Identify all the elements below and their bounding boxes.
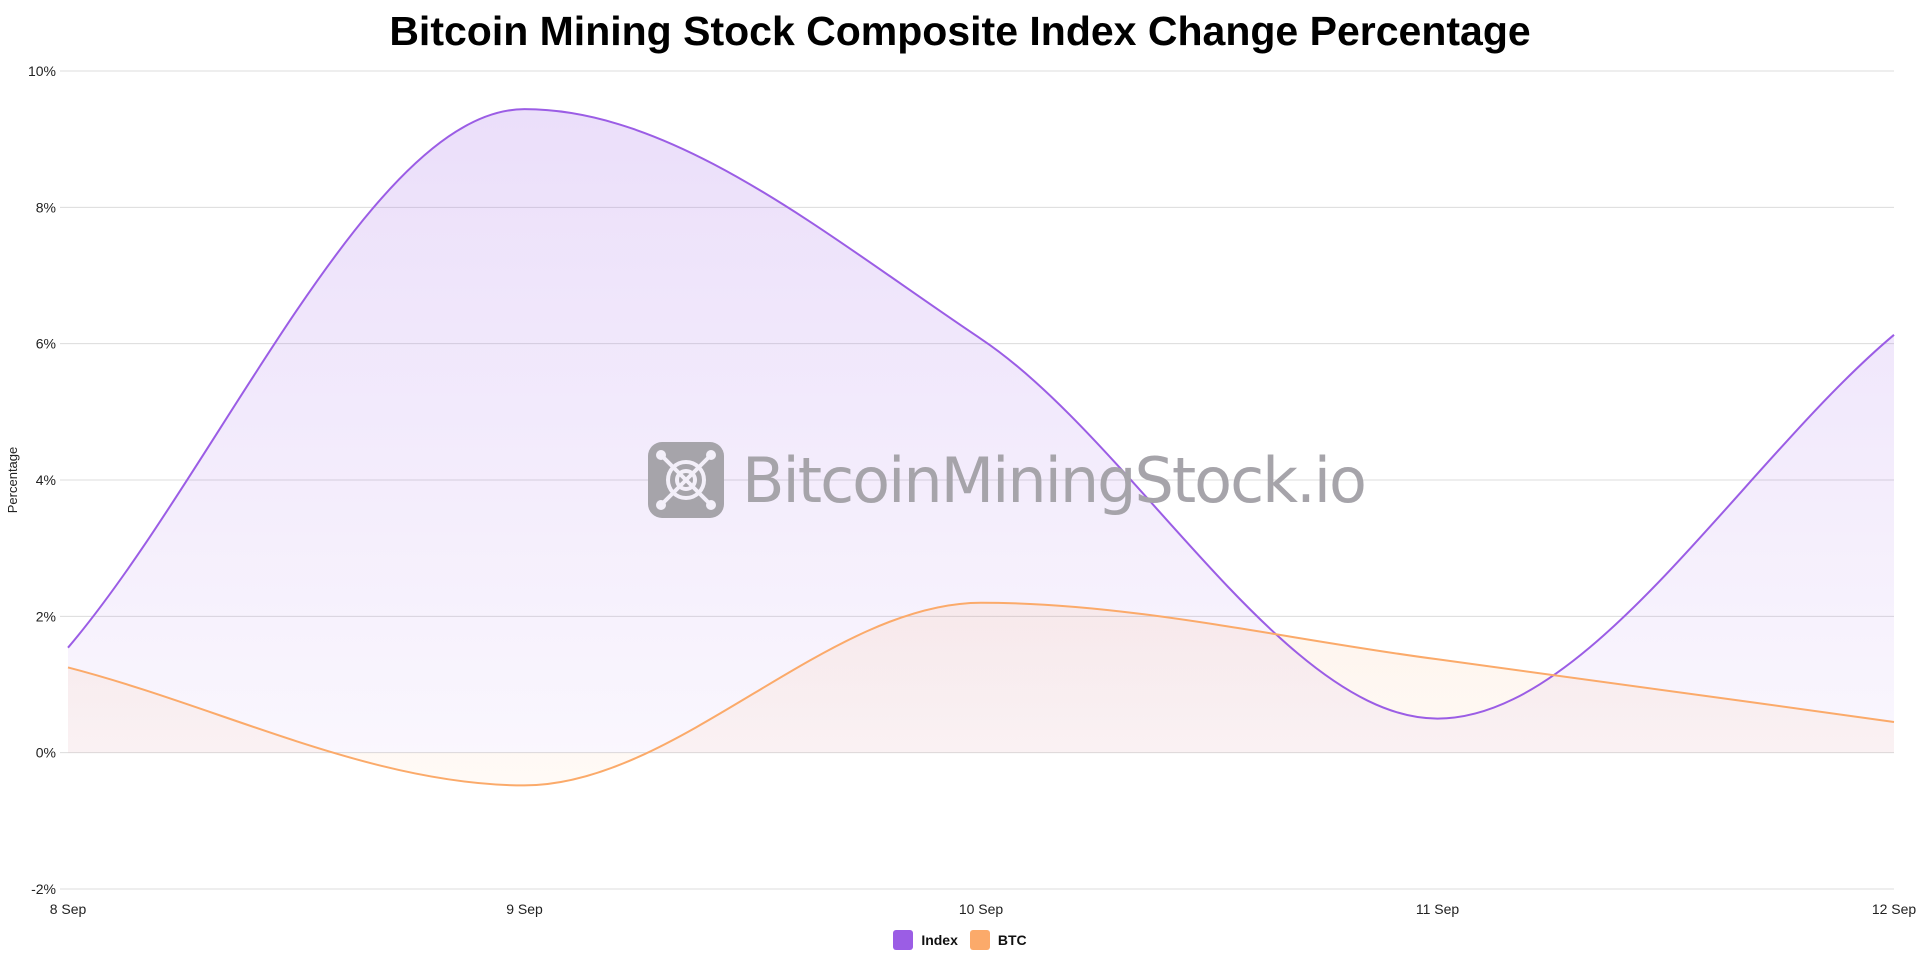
y-tick-label: 6% [36, 336, 56, 352]
legend-item-btc[interactable]: BTC [969, 930, 1027, 950]
series-line-btc[interactable] [67, 601, 1895, 787]
mining-chip-icon [648, 442, 724, 518]
legend-item-index[interactable]: Index [893, 930, 958, 950]
legend-label-index: Index [921, 932, 958, 948]
chart-title: Bitcoin Mining Stock Composite Index Cha… [389, 8, 1531, 54]
legend-swatch-index [893, 930, 914, 950]
y-tick-label: 2% [36, 608, 56, 624]
legend-label-btc: BTC [997, 932, 1027, 948]
x-tick-label: 10 Sep [959, 901, 1004, 917]
y-tick-label: -2% [31, 881, 56, 897]
watermark: BitcoinMiningStock.io [648, 442, 1367, 518]
series-area-btc [68, 602, 1894, 786]
y-tick-label: 4% [36, 472, 56, 488]
y-tick-label: 10% [28, 63, 56, 79]
series-area-index [68, 109, 1894, 753]
y-axis-title: Percentage [5, 447, 20, 514]
series-line-index[interactable] [67, 108, 1895, 720]
y-tick-label: 0% [36, 745, 56, 761]
x-tick-label: 11 Sep [1416, 901, 1460, 917]
watermark-text: BitcoinMiningStock.io [742, 443, 1367, 517]
legend: Index BTC [0, 930, 1920, 950]
y-tick-label: 8% [36, 199, 56, 215]
legend-swatch-btc [969, 930, 990, 950]
x-tick-label: 8 Sep [50, 901, 87, 917]
x-tick-label: 9 Sep [506, 901, 543, 917]
x-tick-label: 12 Sep [1872, 901, 1917, 917]
